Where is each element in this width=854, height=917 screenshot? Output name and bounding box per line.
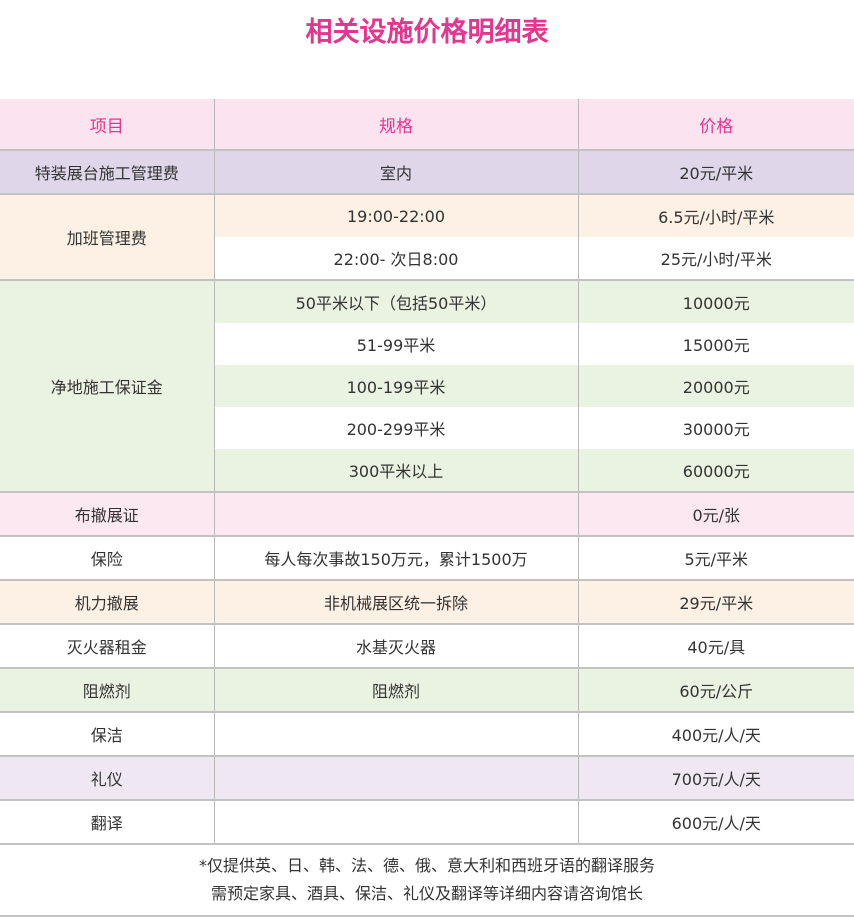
table-row: 阻燃剂 阻燃剂 60元/公斤 — [0, 667, 854, 712]
item-cell: 净地施工保证金 — [0, 279, 215, 492]
spec-cell: 200-299平米 — [214, 407, 579, 449]
item-cell: 礼仪 — [0, 755, 215, 800]
price-cell: 29元/平米 — [577, 579, 854, 624]
header-spec: 规格 — [213, 99, 579, 150]
table-row: 净地施工保证金 50平米以下（包括50平米） 10000元 — [0, 279, 854, 492]
spec-cell: 非机械展区统一拆除 — [213, 579, 579, 624]
price-cell: 0元/张 — [577, 491, 854, 536]
item-cell: 加班管理费 — [0, 193, 215, 280]
footnote-line-1: *仅提供英、日、韩、法、德、俄、意大利和西班牙语的翻译服务 — [198, 856, 655, 875]
table-row: 布撤展证 0元/张 — [0, 491, 854, 536]
spec-cell: 水基灭火器 — [213, 623, 579, 668]
table-row: 200-299平米 30000元 — [0, 407, 854, 449]
item-cell: 布撤展证 — [0, 491, 215, 536]
price-cell: 60元/公斤 — [577, 667, 854, 712]
table-row: 保险 每人每次事故150万元，累计1500万 5元/平米 — [0, 535, 854, 580]
spec-cell — [213, 491, 579, 536]
spec-cell: 阻燃剂 — [213, 667, 579, 712]
item-cell: 灭火器租金 — [0, 623, 215, 668]
price-cell: 700元/人/天 — [577, 755, 854, 800]
table-header: 项目 规格 价格 — [0, 99, 854, 150]
table-row: 礼仪 700元/人/天 — [0, 755, 854, 800]
table-row: 加班管理费 19:00-22:00 6.5元/小时/平米 — [0, 193, 854, 280]
header-price: 价格 — [577, 99, 854, 150]
item-cell: 翻译 — [0, 799, 215, 844]
table-row: 300平米以上 60000元 — [0, 449, 854, 492]
price-table: 项目 规格 价格 特装展台施工管理费 室内 20元/平米 加班管理费 19:00… — [0, 99, 854, 917]
item-cell: 保险 — [0, 535, 215, 580]
price-cell: 6.5元/小时/平米 — [577, 193, 854, 237]
spec-cell — [213, 711, 579, 756]
footnote-line-2: 需预定家具、酒具、保洁、礼仪及翻译等详细内容请咨询馆长 — [210, 884, 643, 903]
item-cell: 保洁 — [0, 711, 215, 756]
price-cell: 5元/平米 — [577, 535, 854, 580]
price-cell: 600元/人/天 — [577, 799, 854, 844]
footnote: *仅提供英、日、韩、法、德、俄、意大利和西班牙语的翻译服务 需预定家具、酒具、保… — [0, 843, 854, 917]
item-cell: 机力撤展 — [0, 579, 215, 624]
spec-cell: 51-99平米 — [214, 323, 579, 365]
price-cell: 25元/小时/平米 — [577, 237, 854, 280]
table-row: 保洁 400元/人/天 — [0, 711, 854, 756]
spec-cell: 每人每次事故150万元，累计1500万 — [213, 535, 579, 580]
table-row: 100-199平米 20000元 — [0, 365, 854, 407]
price-cell: 60000元 — [577, 449, 854, 492]
item-cell: 阻燃剂 — [0, 667, 215, 712]
price-cell: 400元/人/天 — [577, 711, 854, 756]
spec-cell: 50平米以下（包括50平米） — [213, 279, 579, 323]
table-row: 机力撤展 非机械展区统一拆除 29元/平米 — [0, 579, 854, 624]
table-row: 特装展台施工管理费 室内 20元/平米 — [0, 149, 854, 194]
price-cell: 10000元 — [577, 279, 854, 323]
footnote-row: *仅提供英、日、韩、法、德、俄、意大利和西班牙语的翻译服务 需预定家具、酒具、保… — [0, 843, 854, 917]
spec-cell — [213, 799, 579, 844]
price-cell: 40元/具 — [577, 623, 854, 668]
table-row: 翻译 600元/人/天 — [0, 799, 854, 844]
spec-cell: 300平米以上 — [214, 449, 579, 492]
price-cell: 20000元 — [577, 365, 854, 407]
table-row: 22:00- 次日8:00 25元/小时/平米 — [0, 237, 854, 280]
spec-cell: 22:00- 次日8:00 — [214, 237, 579, 280]
header-item: 项目 — [0, 99, 215, 150]
spec-cell: 室内 — [213, 149, 579, 194]
spec-cell: 100-199平米 — [214, 365, 579, 407]
price-cell: 30000元 — [577, 407, 854, 449]
item-cell: 特装展台施工管理费 — [0, 149, 215, 194]
price-cell: 20元/平米 — [577, 149, 854, 194]
spec-cell: 19:00-22:00 — [213, 193, 579, 237]
table-row: 灭火器租金 水基灭火器 40元/具 — [0, 623, 854, 668]
spec-cell — [213, 755, 579, 800]
page-title: 相关设施价格明细表 — [305, 17, 549, 48]
price-cell: 15000元 — [577, 323, 854, 365]
table-row: 51-99平米 15000元 — [0, 323, 854, 365]
